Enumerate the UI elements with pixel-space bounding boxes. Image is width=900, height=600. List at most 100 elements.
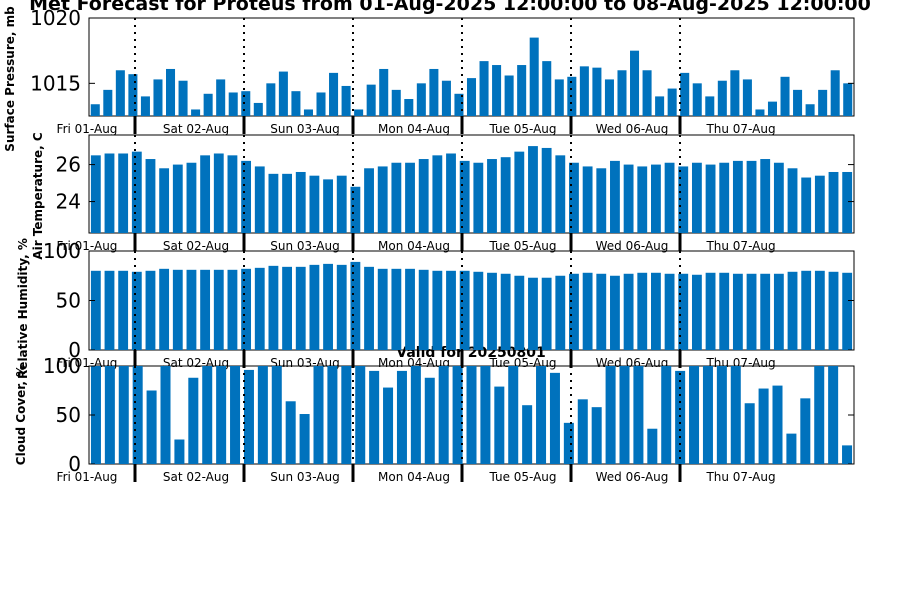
bar: [145, 270, 156, 350]
bar: [801, 177, 812, 233]
bar: [146, 390, 157, 464]
bar: [508, 366, 519, 464]
bar: [241, 91, 251, 116]
bar: [404, 99, 414, 116]
bar: [793, 89, 803, 116]
bar: [323, 179, 333, 233]
bar: [118, 366, 129, 464]
bar: [303, 109, 313, 116]
bar: [186, 162, 197, 233]
x-tick-label: Tue 05-Aug: [488, 122, 556, 136]
bar: [492, 65, 502, 116]
bar: [131, 151, 142, 233]
bar: [104, 366, 115, 464]
bar: [480, 366, 491, 464]
bar: [227, 269, 238, 350]
bar: [760, 273, 771, 350]
bar: [528, 146, 538, 233]
bar: [341, 85, 351, 116]
bar: [438, 366, 449, 464]
bar: [667, 88, 677, 116]
bar: [282, 173, 292, 233]
bar: [377, 166, 388, 233]
bar: [828, 271, 839, 350]
y-tick-label: 0: [68, 452, 81, 476]
bar: [416, 83, 426, 116]
y-axis-label: Surface Pressure, mb: [3, 6, 17, 152]
y-tick-label: 24: [56, 190, 81, 214]
bar: [454, 93, 464, 116]
bar: [90, 104, 100, 116]
bar: [569, 273, 579, 350]
bar: [732, 160, 743, 233]
bar: [424, 377, 435, 464]
x-tick-label: Thu 07-Aug: [705, 470, 775, 484]
bar: [282, 266, 292, 350]
bar: [717, 80, 727, 116]
bar: [828, 366, 839, 464]
bar: [689, 366, 700, 464]
bar: [268, 265, 279, 350]
bar: [828, 171, 839, 233]
bar: [637, 166, 648, 233]
bar: [391, 162, 402, 233]
bar: [104, 270, 115, 350]
x-tick-label: Sun 03-Aug: [270, 470, 339, 484]
bar: [309, 175, 320, 233]
x-tick-label: Thu 07-Aug: [705, 122, 775, 136]
bar: [350, 261, 361, 350]
bar: [188, 377, 199, 464]
x-tick-label: Sat 02-Aug: [163, 470, 229, 484]
x-tick-label: Wed 06-Aug: [596, 239, 669, 253]
bar: [623, 273, 634, 350]
x-tick-label: Fri 01-Aug: [57, 239, 118, 253]
bar: [529, 37, 539, 116]
bar: [432, 270, 443, 350]
bar: [842, 272, 853, 350]
bar: [772, 385, 783, 464]
bar: [814, 270, 825, 350]
bar: [787, 168, 798, 233]
bar: [396, 370, 407, 464]
y-tick-label: 26: [56, 153, 81, 177]
bar: [473, 271, 484, 350]
bar: [432, 155, 443, 233]
bar: [473, 162, 484, 233]
bar: [773, 273, 784, 350]
bar: [678, 166, 689, 233]
bar: [651, 164, 661, 233]
bar: [418, 269, 429, 350]
bar: [299, 414, 310, 464]
bar: [418, 159, 429, 233]
bar: [582, 272, 593, 350]
bar: [680, 72, 690, 116]
bar: [377, 268, 388, 350]
bar: [755, 109, 765, 116]
bar: [591, 407, 602, 464]
bar: [203, 93, 213, 116]
bar: [742, 79, 752, 116]
bar: [814, 366, 825, 464]
bar: [773, 162, 784, 233]
bar: [705, 164, 716, 233]
bar: [767, 101, 777, 116]
bar: [200, 155, 211, 233]
bar: [730, 366, 741, 464]
bar: [536, 366, 547, 464]
bar: [623, 164, 634, 233]
bar: [605, 366, 616, 464]
bar: [391, 268, 402, 350]
bar: [336, 175, 347, 233]
bar: [216, 79, 226, 116]
bar: [227, 155, 238, 233]
bar: [617, 70, 627, 116]
bar: [786, 433, 797, 464]
bar: [186, 269, 197, 350]
y-tick-label: 50: [56, 289, 81, 313]
bar: [329, 72, 339, 116]
bar: [719, 272, 730, 350]
bar: [354, 109, 364, 116]
bar: [592, 67, 602, 116]
bar: [705, 272, 716, 350]
